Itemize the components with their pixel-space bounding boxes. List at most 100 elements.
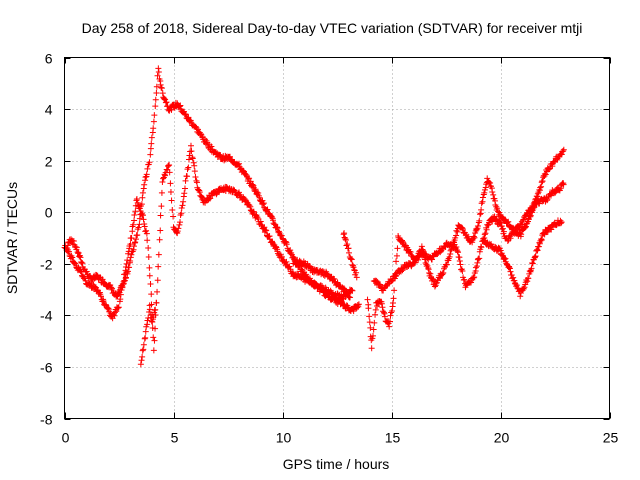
data-point bbox=[249, 181, 256, 188]
data-point bbox=[345, 293, 352, 300]
data-point bbox=[182, 111, 189, 118]
data-point bbox=[127, 241, 134, 248]
data-point bbox=[560, 148, 567, 155]
data-point bbox=[470, 233, 477, 240]
data-point bbox=[529, 259, 536, 266]
data-point bbox=[146, 306, 153, 313]
data-point bbox=[496, 219, 503, 226]
data-point bbox=[348, 287, 355, 294]
data-point bbox=[147, 281, 154, 288]
data-point bbox=[521, 284, 528, 291]
data-point bbox=[259, 197, 266, 204]
data-point bbox=[154, 72, 161, 79]
data-point bbox=[440, 269, 447, 276]
data-point bbox=[69, 240, 76, 247]
data-point bbox=[147, 151, 154, 158]
data-point bbox=[353, 274, 360, 281]
data-point bbox=[192, 174, 199, 181]
data-point bbox=[122, 264, 129, 271]
series-track-g bbox=[370, 180, 567, 294]
data-point bbox=[545, 166, 552, 173]
data-point bbox=[372, 311, 379, 318]
data-point bbox=[484, 175, 491, 182]
data-point bbox=[278, 232, 285, 239]
data-point bbox=[500, 228, 507, 235]
data-point bbox=[187, 142, 194, 149]
data-point bbox=[341, 230, 348, 237]
data-point bbox=[263, 227, 270, 234]
data-point bbox=[160, 175, 167, 182]
data-point bbox=[65, 248, 72, 255]
data-point bbox=[148, 291, 155, 298]
data-point bbox=[350, 264, 357, 271]
data-point bbox=[389, 307, 396, 314]
data-point bbox=[181, 185, 188, 192]
y-tick-label: -2 bbox=[40, 257, 53, 273]
data-point bbox=[121, 277, 128, 284]
data-point bbox=[523, 211, 530, 218]
data-point bbox=[278, 253, 285, 260]
data-point bbox=[150, 334, 157, 341]
data-point bbox=[167, 188, 174, 195]
data-point bbox=[120, 278, 127, 285]
data-point bbox=[153, 299, 160, 306]
data-point bbox=[155, 251, 162, 258]
plot-frame bbox=[64, 57, 610, 419]
data-point bbox=[489, 189, 496, 196]
data-point bbox=[207, 195, 214, 202]
data-point bbox=[512, 229, 519, 236]
series-track-h bbox=[480, 217, 565, 300]
data-point bbox=[255, 190, 262, 197]
data-point bbox=[389, 300, 396, 307]
x-tick-label: 15 bbox=[385, 430, 401, 446]
data-point bbox=[473, 226, 480, 233]
series-track-c bbox=[137, 299, 160, 368]
data-point bbox=[521, 224, 528, 231]
data-point bbox=[223, 184, 230, 191]
data-point bbox=[158, 203, 165, 210]
data-point bbox=[153, 83, 160, 90]
data-point bbox=[106, 308, 113, 315]
data-point bbox=[174, 228, 181, 235]
data-point bbox=[394, 245, 401, 252]
data-point bbox=[539, 178, 546, 185]
data-point bbox=[105, 305, 112, 312]
data-point bbox=[535, 243, 542, 250]
data-point bbox=[117, 296, 124, 303]
data-point bbox=[388, 309, 395, 316]
y-tick-label: 0 bbox=[45, 205, 53, 221]
data-point bbox=[177, 219, 184, 226]
data-point bbox=[69, 254, 76, 261]
data-point bbox=[518, 231, 525, 238]
series-track-d bbox=[290, 256, 354, 301]
data-point bbox=[481, 189, 488, 196]
data-point bbox=[191, 162, 198, 169]
data-point bbox=[425, 266, 432, 273]
x-tick-label: 0 bbox=[62, 430, 70, 446]
data-point bbox=[197, 131, 204, 138]
data-point bbox=[150, 118, 157, 125]
data-point bbox=[178, 204, 185, 211]
data-point bbox=[154, 277, 161, 284]
data-point bbox=[368, 345, 375, 352]
data-point bbox=[478, 200, 485, 207]
x-tick-label: 10 bbox=[276, 430, 292, 446]
data-point bbox=[390, 295, 397, 302]
data-point bbox=[125, 248, 132, 255]
data-point bbox=[365, 305, 372, 312]
data-point bbox=[504, 237, 511, 244]
data-point bbox=[519, 221, 526, 228]
data-point bbox=[175, 225, 182, 232]
data-point bbox=[162, 172, 169, 179]
data-point bbox=[560, 146, 567, 153]
data-point bbox=[132, 208, 139, 215]
data-point bbox=[367, 324, 374, 331]
data-point bbox=[193, 125, 200, 132]
series-track-a bbox=[63, 65, 362, 315]
data-point bbox=[178, 210, 185, 217]
data-point bbox=[347, 294, 354, 301]
data-point bbox=[386, 323, 393, 330]
data-point bbox=[391, 287, 398, 294]
data-point bbox=[158, 85, 165, 92]
data-point bbox=[180, 198, 187, 205]
